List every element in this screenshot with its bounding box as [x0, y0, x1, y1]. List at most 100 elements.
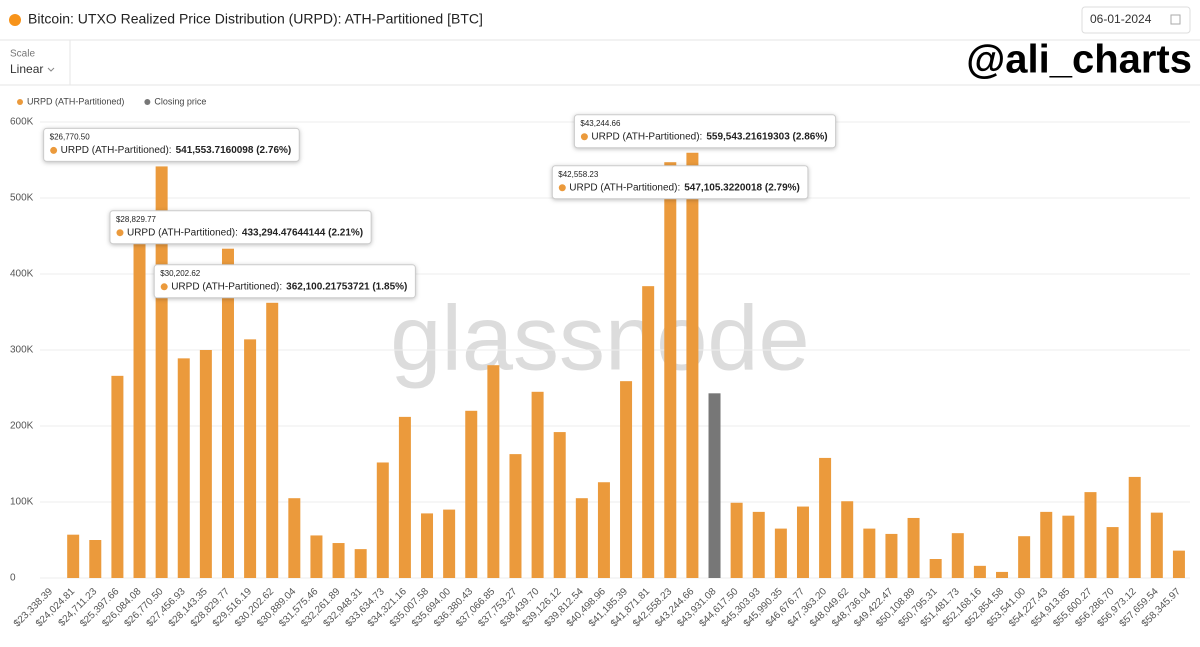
- tooltip-series: URPD (ATH-Partitioned):: [569, 182, 680, 193]
- tooltip-value: 541,553.7160098 (2.76%): [176, 145, 292, 156]
- bar: [752, 511, 765, 578]
- tooltip-swatch: [558, 184, 566, 192]
- scale-select[interactable]: Linear: [10, 62, 43, 76]
- bar: [597, 482, 610, 578]
- credit: @ali_charts: [966, 38, 1192, 82]
- bar: [774, 528, 787, 578]
- tooltip: $43,244.66 URPD (ATH-Partitioned): 559,543…: [573, 114, 837, 149]
- legend-label: URPD (ATH-Partitioned): [27, 96, 124, 106]
- bar: [465, 410, 478, 578]
- bar: [907, 517, 920, 578]
- bar: [1106, 527, 1119, 578]
- tooltip-swatch: [50, 146, 58, 154]
- tooltip-box: [43, 127, 300, 162]
- bar: [266, 302, 279, 578]
- tooltip-value: 362,100.21753721 (1.85%): [286, 281, 407, 292]
- tooltip-title: $42,558.23: [558, 170, 599, 179]
- bar: [686, 152, 699, 578]
- bar: [89, 540, 102, 578]
- watermark: glassnode: [390, 287, 809, 389]
- date: 06-01-2024: [1090, 12, 1152, 26]
- bar: [664, 162, 677, 578]
- tooltip-box: [109, 210, 372, 245]
- bar: [1084, 492, 1097, 578]
- bar: [354, 549, 367, 578]
- tooltip-series: URPD (ATH-Partitioned):: [61, 145, 172, 156]
- bar: [620, 381, 633, 578]
- tooltip: $42,558.23 URPD (ATH-Partitioned): 547,105…: [551, 165, 809, 200]
- y-tick-label: 400K: [10, 269, 34, 280]
- bar: [221, 248, 234, 578]
- y-tick-label: 600K: [10, 117, 34, 128]
- calendar-icon: [1170, 14, 1181, 25]
- tooltip-swatch: [116, 229, 124, 237]
- tooltip-swatch: [580, 133, 588, 141]
- tooltip-box: [153, 264, 416, 299]
- tooltip-value: 559,543.21619303 (2.86%): [706, 131, 827, 142]
- tooltip-value: 547,105.3220018 (2.79%): [684, 182, 800, 193]
- tooltip-series: URPD (ATH-Partitioned):: [127, 227, 238, 238]
- bar: [819, 457, 832, 578]
- page-title: Bitcoin: UTXO Realized Price Distributio…: [28, 11, 483, 27]
- tooltip-swatch: [160, 283, 168, 291]
- bar: [885, 533, 898, 578]
- bar: [332, 543, 345, 578]
- bar: [796, 506, 809, 578]
- legend-label: Closing price: [154, 96, 206, 106]
- bar: [421, 513, 434, 578]
- legend-swatch: [144, 99, 151, 105]
- tooltip-box: [573, 114, 837, 149]
- bar: [841, 501, 854, 578]
- bar: [310, 535, 323, 578]
- bar: [1018, 536, 1031, 578]
- y-tick-label: 500K: [10, 193, 34, 204]
- bitcoin-icon: [9, 14, 21, 26]
- legend-swatch: [17, 99, 23, 105]
- bar: [133, 236, 146, 578]
- date-picker[interactable]: [1081, 6, 1191, 34]
- scale-label: Scale: [10, 49, 35, 60]
- tooltip-series: URPD (ATH-Partitioned):: [591, 131, 702, 142]
- bar: [973, 565, 986, 578]
- tooltip: $30,202.62 URPD (ATH-Partitioned): 362,100…: [153, 264, 416, 299]
- bar: [929, 559, 942, 578]
- bar: [553, 432, 566, 578]
- tooltip-title: $30,202.62: [160, 269, 201, 278]
- bar: [288, 498, 301, 578]
- bar: [1128, 476, 1141, 578]
- y-tick-label: 300K: [10, 345, 34, 356]
- tooltip-title: $28,829.77: [116, 215, 157, 224]
- bar: [1040, 511, 1053, 578]
- bar: [996, 571, 1009, 578]
- bar: [509, 454, 522, 578]
- bar: [487, 365, 500, 578]
- y-tick-label: 100K: [10, 497, 34, 508]
- bar: [708, 393, 721, 578]
- bar: [111, 375, 124, 578]
- bar: [951, 533, 964, 578]
- bar: [642, 286, 655, 578]
- dropdown-arrow: [47, 67, 55, 72]
- bar: [1172, 550, 1185, 578]
- tooltip-box: [551, 165, 809, 200]
- tooltip-title: $26,770.50: [50, 133, 91, 142]
- bar: [199, 350, 212, 578]
- bar: [398, 416, 411, 578]
- tooltip: $26,770.50 URPD (ATH-Partitioned): 541,553…: [43, 127, 300, 162]
- bar: [244, 339, 257, 578]
- bar: [67, 534, 80, 578]
- bar: [177, 358, 190, 578]
- y-tick-label: 0: [10, 573, 16, 584]
- y-tick-label: 200K: [10, 421, 34, 432]
- tooltip-series: URPD (ATH-Partitioned):: [171, 281, 282, 292]
- bar: [376, 462, 389, 578]
- bar: [443, 509, 456, 578]
- tooltip: $28,829.77 URPD (ATH-Partitioned): 433,294…: [109, 210, 372, 245]
- tooltip-title: $43,244.66: [580, 119, 621, 128]
- bar: [575, 498, 588, 578]
- bar: [531, 391, 544, 578]
- bar: [730, 502, 743, 578]
- tooltip-value: 433,294.47644144 (2.21%): [242, 227, 363, 238]
- bar: [1150, 512, 1163, 578]
